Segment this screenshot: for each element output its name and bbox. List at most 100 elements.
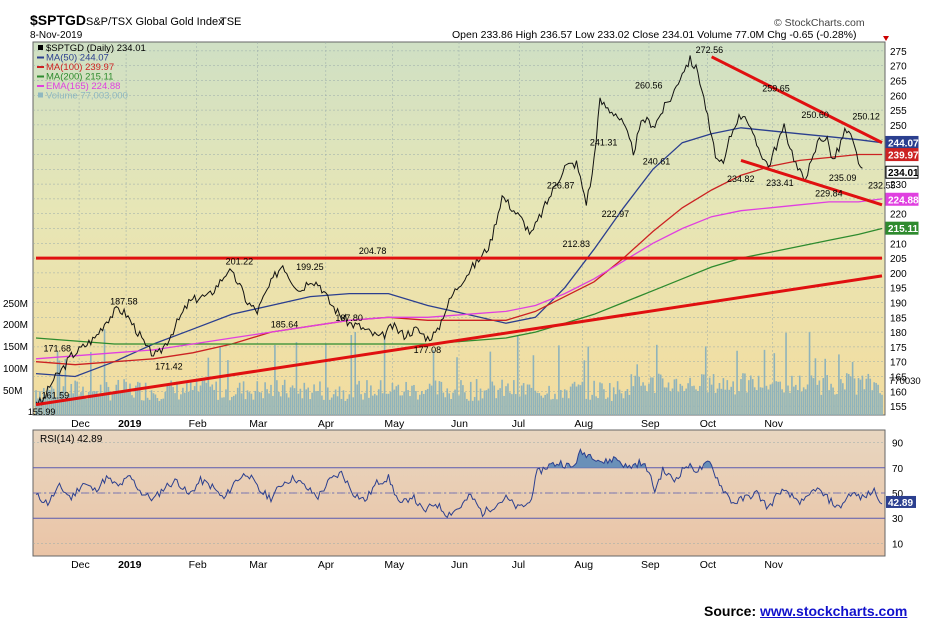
price-label: 260.56 [635, 81, 663, 91]
volume-bar [381, 393, 384, 415]
volume-bar [164, 391, 167, 415]
volume-bar [393, 389, 396, 415]
volume-bar [744, 373, 746, 415]
series-ema165 [35, 198, 883, 360]
volume-bar [622, 398, 625, 415]
x-tick-label: Aug [574, 559, 593, 571]
volume-axis: 250M 200M 150M 100M 50M 770030 [3, 299, 921, 397]
volume-bar [607, 397, 609, 415]
volume-bar [481, 398, 484, 415]
volume-bar [454, 389, 456, 415]
volume-bar [428, 383, 431, 415]
rsi-tick-label: 50 [892, 489, 904, 500]
legend-swatch [38, 45, 43, 50]
trend-line [740, 158, 883, 207]
y-tick-label: 175 [890, 343, 907, 354]
price-label: 229.84 [815, 189, 843, 199]
volume-bar [550, 399, 552, 415]
volume-bar [330, 397, 333, 415]
volume-bar [485, 390, 488, 415]
y-tick-label: 180 [890, 328, 907, 339]
volume-bar [593, 380, 595, 415]
volume-bar [701, 374, 703, 415]
volume-bar [751, 379, 754, 415]
volume-bar [197, 391, 200, 415]
source-label: Source: [704, 603, 761, 619]
legend-entry: MA(200) 215.11 [46, 72, 113, 83]
volume-bar [865, 378, 868, 415]
rsi-grid [33, 442, 885, 544]
volume-bar [229, 400, 231, 415]
price-label: 201.22 [226, 256, 254, 266]
volume-bar [231, 396, 233, 415]
price-label: 161.59 [42, 391, 70, 401]
volume-bar [377, 389, 380, 415]
price-label: 212.83 [563, 239, 591, 249]
y-tick-label: 190 [890, 299, 907, 310]
volume-bar [434, 380, 437, 415]
volume-bar [168, 384, 170, 415]
volume-bar [158, 400, 161, 415]
volume-bar [95, 391, 98, 415]
volume-bar [344, 400, 347, 415]
volume-bar [655, 344, 658, 415]
volume-bar [861, 375, 864, 415]
volume-bar [736, 350, 738, 415]
volume-bar [184, 392, 186, 415]
volume-bar [37, 398, 39, 415]
volume-bar [150, 390, 153, 415]
volume-bar [84, 396, 86, 415]
volume-bar [842, 383, 844, 415]
source-credit: Source: www.stockcharts.com [704, 603, 907, 619]
volume-bar [495, 398, 498, 415]
volume-bar [595, 396, 597, 415]
volume-bar [824, 358, 827, 415]
exchange: TSE [220, 16, 241, 28]
volume-bar [804, 389, 807, 415]
volume-bar [250, 393, 253, 415]
volume-bar [748, 380, 750, 415]
volume-bar [328, 399, 331, 415]
volume-bar [360, 394, 362, 415]
volume-bar [855, 394, 858, 415]
volume-bar [620, 393, 623, 415]
volume-bar [742, 373, 744, 415]
volume-bar [757, 375, 760, 415]
volume-bar [679, 383, 682, 415]
volume-bar [608, 383, 611, 415]
volume-bar [871, 390, 874, 415]
volume-bar [591, 394, 593, 415]
volume-bar [227, 360, 229, 415]
quote-line: Open 233.86 High 236.57 Low 233.02 Close… [452, 29, 857, 41]
volume-bar [863, 389, 866, 415]
volume-bar [268, 393, 270, 415]
volume-bar [597, 398, 599, 415]
price-label: 235.09 [829, 173, 857, 183]
volume-bar [364, 392, 366, 415]
volume-bar [99, 384, 102, 415]
volume-bar [610, 400, 613, 415]
volume-bar [869, 378, 872, 415]
volume-bar [56, 351, 59, 415]
volume-bar [460, 380, 462, 415]
volume-bar [260, 392, 263, 415]
volume-bar [342, 390, 345, 415]
legend-entry: $SPTGD (Daily) 234.01 [46, 43, 146, 54]
volume-bar [761, 387, 764, 415]
volume-bar [107, 386, 110, 415]
volume-bar [115, 384, 118, 415]
axis-value-box [885, 221, 919, 235]
source-link[interactable]: www.stockcharts.com [760, 603, 908, 619]
x-tick-label: Nov [764, 559, 783, 571]
rsi-series [35, 448, 883, 519]
volume-bar [203, 379, 206, 415]
volume-bar [91, 391, 94, 415]
y-tick-label: 210 [890, 239, 907, 250]
axis-value-label: 239.97 [888, 151, 919, 162]
x-tick-label: Dec [71, 559, 90, 571]
volume-bar [207, 357, 210, 415]
axis-value-label: 224.88 [888, 195, 919, 206]
volume-bar [791, 375, 793, 415]
volume-bar [305, 389, 308, 415]
y-tick-label: 230 [890, 180, 907, 191]
